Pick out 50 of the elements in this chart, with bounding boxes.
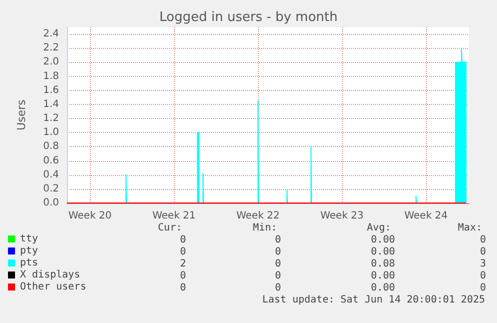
y-tick-label: 2.0: [43, 56, 59, 68]
text: 0: [274, 270, 281, 282]
text: 0: [180, 246, 186, 258]
y-tick-label: 1.8: [43, 70, 59, 82]
y-tick-label: 0.8: [43, 141, 59, 152]
text: 0: [480, 246, 486, 258]
text: 0.00: [370, 246, 395, 258]
text: Last update: Sat Jun 14 20:00:01 2025: [262, 294, 486, 306]
text: 0: [180, 282, 186, 294]
legend-label: Other users: [20, 282, 86, 292]
text: 0: [180, 270, 186, 282]
text: 0: [274, 246, 281, 258]
text: 0: [480, 270, 486, 282]
y-tick-label: 1.6: [43, 84, 59, 96]
x-tick-label: Week 23: [320, 210, 364, 222]
text: 0.00: [370, 234, 395, 246]
text: 0: [480, 234, 486, 246]
y-tick-label: 0.2: [43, 183, 59, 194]
text: 3: [480, 258, 486, 270]
y-tick-label: 1.4: [43, 98, 59, 110]
legend-label: tty: [20, 234, 38, 244]
legend-label: X displays: [20, 270, 80, 280]
y-tick-label: 0.6: [43, 155, 59, 166]
text: 0.00: [370, 282, 395, 294]
chart-title: Logged in users - by month: [159, 10, 338, 25]
text: 0: [274, 258, 281, 270]
text: Avg:: [366, 222, 391, 234]
y-axis-title: Users: [15, 99, 28, 130]
legend-label: pts: [20, 258, 38, 268]
text: 0.08: [370, 258, 395, 270]
text: 0: [180, 234, 186, 246]
text: Cur:: [158, 222, 182, 234]
x-tick-label: Week 22: [236, 210, 280, 222]
y-tick-label: 0.0: [43, 198, 59, 208]
text: Max:: [458, 222, 482, 234]
y-tick-label: 0.4: [43, 169, 59, 180]
text: 2: [180, 258, 186, 270]
text: Min:: [252, 222, 277, 234]
y-tick-label: 1.2: [43, 113, 59, 124]
text: 0.00: [370, 270, 395, 282]
x-tick-label: Week 20: [68, 210, 112, 222]
text: 0: [480, 282, 486, 294]
text: 0: [274, 234, 281, 246]
y-tick-label: 2.2: [43, 42, 59, 54]
y-tick-label: 2.4: [43, 28, 59, 40]
text: 0: [274, 282, 281, 294]
x-tick-label: Week 24: [404, 210, 448, 222]
x-tick-label: Week 21: [152, 210, 196, 222]
y-tick-label: 1.0: [43, 127, 59, 138]
legend-label: pty: [20, 246, 38, 256]
